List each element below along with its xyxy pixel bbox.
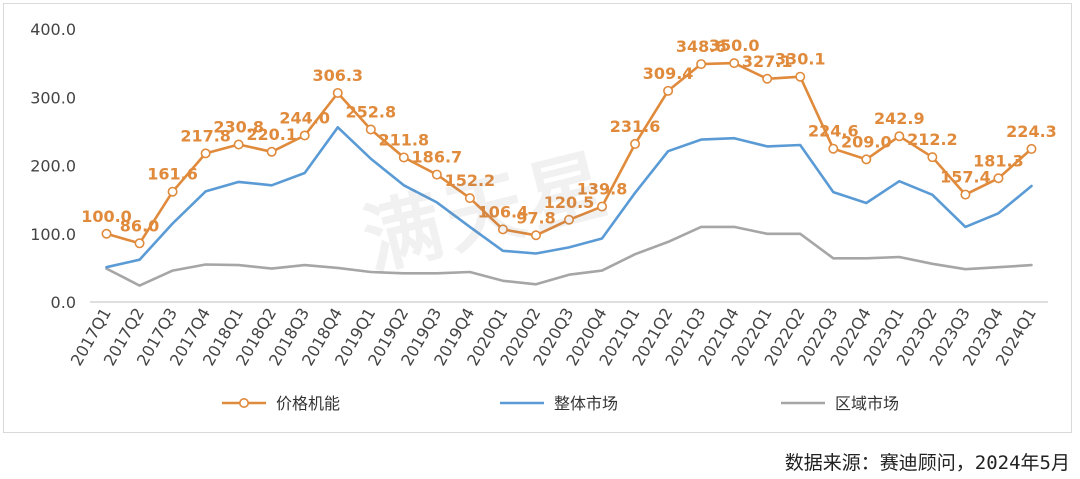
axis-layer: 0.0100.0200.0300.0400.02017Q12017Q22017Q… <box>30 20 1048 369</box>
line-chart: 0.0100.0200.0300.0400.02017Q12017Q22017Q… <box>30 20 1057 413</box>
data-label: 348.6 <box>676 37 727 56</box>
data-label: 186.7 <box>412 148 463 167</box>
data-label: 350.0 <box>709 36 760 55</box>
data-point <box>663 85 674 96</box>
y-tick-label: 400.0 <box>30 20 76 39</box>
data-point <box>1026 143 1037 154</box>
data-point <box>894 131 905 142</box>
data-label: 242.9 <box>874 109 925 128</box>
data-label: 181.3 <box>973 151 1024 170</box>
data-label: 139.8 <box>577 180 628 199</box>
data-point <box>299 130 310 141</box>
data-point <box>927 152 938 163</box>
data-point <box>960 189 971 200</box>
data-point <box>398 152 409 163</box>
legend: 价格机能 整体市场 区域市场 <box>222 394 899 413</box>
data-label: 161.6 <box>147 165 198 184</box>
series-line-2 <box>105 225 1033 287</box>
data-point <box>233 139 244 150</box>
data-label: 97.8 <box>516 208 555 227</box>
source-note: 数据来源：赛迪顾问，2024年5月 <box>784 452 1070 474</box>
data-label: 220.1 <box>246 125 297 144</box>
data-point <box>431 169 442 180</box>
data-label: 157.4 <box>940 168 991 187</box>
data-label: 211.8 <box>379 130 430 149</box>
data-point <box>696 59 707 70</box>
data-label: 224.6 <box>808 122 859 141</box>
data-point <box>795 71 806 82</box>
data-point <box>200 148 211 159</box>
data-label: 330.1 <box>775 50 826 69</box>
series-layer <box>101 58 1037 287</box>
data-label: 209.0 <box>841 132 892 151</box>
data-label: 244.0 <box>279 108 330 127</box>
data-point <box>563 214 574 225</box>
y-tick-label: 100.0 <box>30 225 76 244</box>
data-point <box>729 58 740 69</box>
y-tick-label: 300.0 <box>30 88 76 107</box>
data-point <box>266 146 277 157</box>
data-label: 327.1 <box>742 52 793 71</box>
legend-marker <box>239 397 250 408</box>
data-point <box>762 73 773 84</box>
data-label: 86.0 <box>120 216 159 235</box>
data-point <box>597 201 608 212</box>
data-point <box>464 193 475 204</box>
data-point <box>861 154 872 165</box>
data-label: 217.8 <box>180 126 231 145</box>
data-point <box>134 238 145 249</box>
data-point <box>332 87 343 98</box>
data-point <box>828 143 839 154</box>
chart-frame: 0.0 100.0 200.0 300.0 400.0 2017Q1 2017Q2 2017Q… <box>3 3 1072 433</box>
data-label: 230.8 <box>213 117 264 136</box>
data-point <box>530 230 541 241</box>
legend-label: 区域市场 <box>835 394 899 413</box>
data-label: 231.6 <box>610 117 661 136</box>
legend-label: 整体市场 <box>554 394 618 413</box>
data-label: 152.2 <box>445 171 496 190</box>
legend-label: 价格机能 <box>276 394 340 413</box>
y-tick-label: 0.0 <box>51 293 76 312</box>
y-tick-label: 200.0 <box>30 157 76 176</box>
data-label: 306.3 <box>312 66 363 85</box>
data-point <box>365 124 376 135</box>
data-label: 309.4 <box>643 64 694 83</box>
data-label: 106.4 <box>478 202 529 221</box>
data-label: 120.5 <box>544 193 595 212</box>
series-line-1 <box>105 126 1033 269</box>
data-point <box>167 186 178 197</box>
data-label: 224.3 <box>1006 122 1057 141</box>
data-point <box>101 228 112 239</box>
data-point <box>993 173 1004 184</box>
data-point <box>630 138 641 149</box>
data-label: 212.2 <box>907 130 958 149</box>
data-label: 100.0 <box>81 207 132 226</box>
data-label: 252.8 <box>345 102 396 121</box>
data-point <box>497 224 508 235</box>
